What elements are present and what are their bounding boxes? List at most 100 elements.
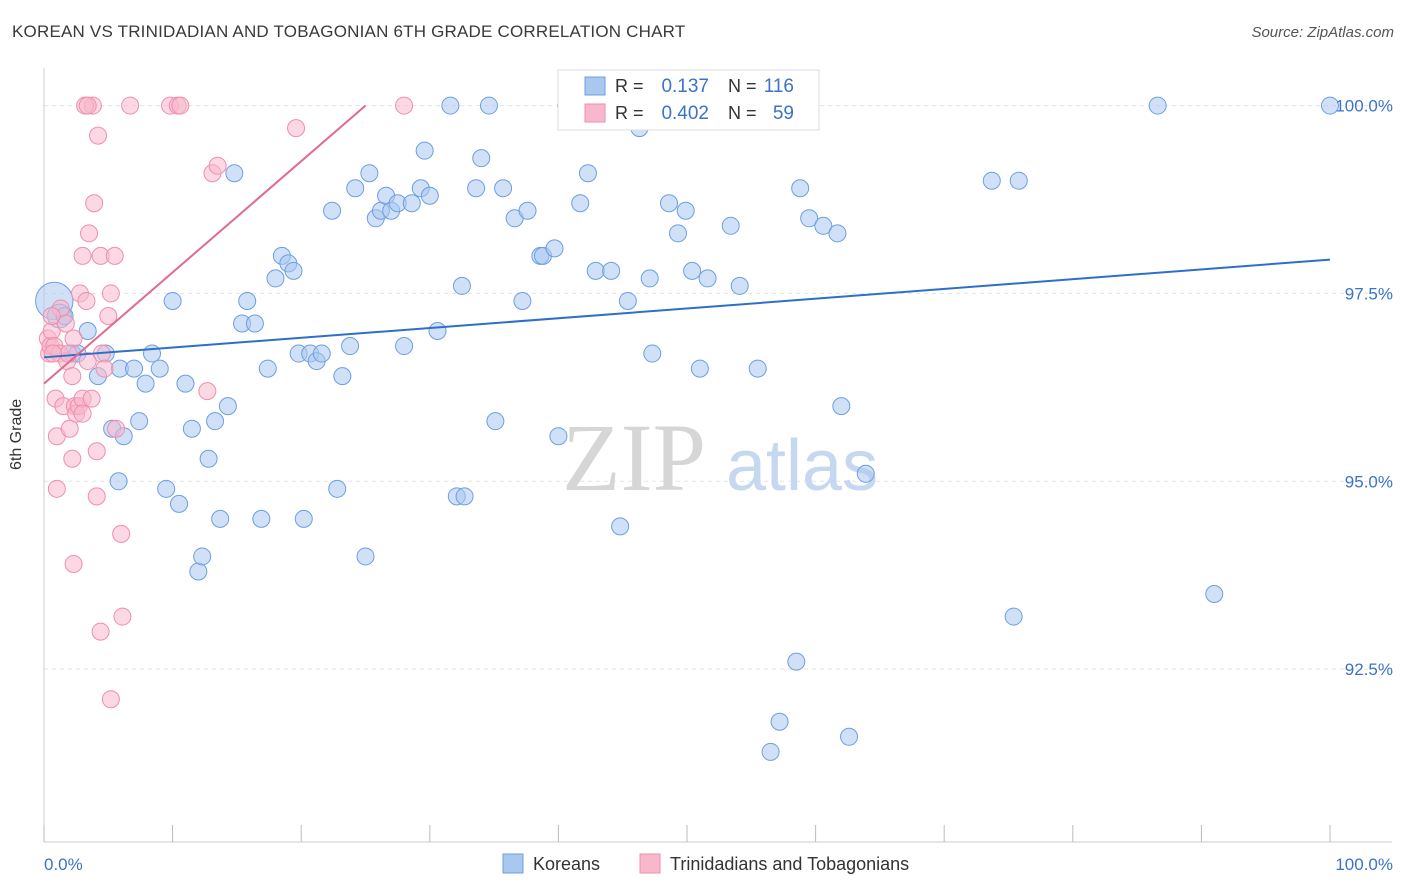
korean-point (611, 517, 630, 536)
korean-point (78, 322, 97, 341)
trend-lines (43, 104, 1331, 385)
korean-point (494, 179, 513, 198)
watermark: ZIP atlas (562, 404, 878, 511)
trinidadian-point (44, 344, 63, 363)
korean-point (193, 547, 212, 566)
korean-point (578, 164, 597, 183)
n-value: 59 (773, 103, 794, 124)
korean-point (266, 269, 285, 288)
trinidadian-point (64, 329, 83, 348)
korean-point (982, 171, 1001, 190)
trinidadian-point (107, 419, 126, 438)
korean-point (109, 472, 128, 491)
korean-point (360, 164, 379, 183)
trinidadian-point (91, 622, 110, 641)
trinidadian-point (77, 291, 96, 310)
trinidadian-point (121, 96, 140, 115)
legend-swatch-koreans (502, 853, 524, 874)
trinidadian-point (105, 246, 124, 265)
korean-point (284, 261, 303, 280)
trinidadian-point (99, 306, 118, 325)
korean-point (1148, 96, 1167, 115)
korean-point (721, 216, 740, 235)
r-label: R = (615, 103, 644, 123)
y-tick-label: 100.0% (1335, 97, 1393, 116)
source-credit: Source: ZipAtlas.com (1251, 24, 1394, 41)
trinidadian-trend-line (43, 104, 367, 385)
trinidadian-point (287, 119, 306, 138)
trinidadian-point (82, 389, 101, 408)
trinidadian-point (95, 359, 114, 378)
stats-legend: R = 0.137 N = 116 R = 0.402 N = 59 (557, 69, 820, 131)
korean-point (176, 374, 195, 393)
korean-point (206, 412, 225, 431)
korean-point (258, 359, 277, 378)
series-trinidadians (38, 96, 414, 709)
axes (43, 68, 1392, 843)
korean-point (828, 224, 847, 243)
korean-point (549, 427, 568, 446)
korean-point (676, 201, 695, 220)
y-tick-label: 97.5% (1345, 284, 1393, 303)
korean-point (513, 291, 532, 310)
trinidadian-point (47, 479, 66, 498)
korean-point (356, 547, 375, 566)
trinidadian-point (101, 690, 120, 709)
chart-title: KOREAN VS TRINIDADIAN AND TOBAGONIAN 6TH… (12, 22, 686, 41)
korean-point (761, 742, 780, 761)
korean-point (643, 344, 662, 363)
korean-point (545, 239, 564, 258)
korean-point (225, 164, 244, 183)
trinidadian-point (63, 367, 82, 386)
legend-swatch-trinidadians (639, 853, 661, 874)
trinidadian-point (112, 524, 131, 543)
trinidadian-point (80, 224, 99, 243)
korean-point (479, 96, 498, 115)
x-tick-label: 100.0% (1335, 855, 1393, 874)
trinidadian-point (64, 554, 83, 573)
trinidadian-point (78, 352, 97, 371)
korean-point (312, 344, 331, 363)
korean-point (455, 487, 474, 506)
trinidadian-point (63, 449, 82, 468)
korean-point (402, 194, 421, 213)
korean-point (1009, 171, 1028, 190)
korean-point (1004, 607, 1023, 626)
korean-point (130, 412, 149, 431)
korean-point (518, 201, 537, 220)
korean-point (690, 359, 709, 378)
korean-point (586, 261, 605, 280)
r-value: 0.137 (661, 76, 709, 97)
r-label: R = (615, 76, 644, 96)
korean-point (832, 397, 851, 416)
korean-point (189, 562, 208, 581)
korean-point (346, 179, 365, 198)
trinidadian-point (171, 96, 190, 115)
trinidadian-point (87, 442, 106, 461)
korean-point (428, 322, 447, 341)
n-label: N = (728, 103, 757, 123)
korean-point (252, 509, 271, 528)
korean-point (163, 291, 182, 310)
korean-point (770, 712, 789, 731)
korean-point (157, 479, 176, 498)
trinidadian-point (395, 96, 414, 115)
korean-trend-line (43, 258, 1331, 359)
trinidadian-point (208, 156, 227, 175)
korean-point (328, 479, 347, 498)
trinidadian-point (42, 306, 61, 325)
korean-point (333, 367, 352, 386)
trinidadian-point (198, 382, 217, 401)
watermark-zip: ZIP (562, 404, 706, 511)
legend-label-koreans: Koreans (533, 854, 600, 874)
korean-point (218, 397, 237, 416)
r-value: 0.402 (661, 103, 709, 124)
y-tick-label: 92.5% (1345, 660, 1393, 679)
korean-swatch (584, 76, 606, 96)
korean-point (341, 337, 360, 356)
korean-point (659, 194, 678, 213)
korean-point (602, 261, 621, 280)
bottom-legend: Koreans Trinidadians and Tobagonians (502, 853, 909, 874)
n-label: N = (728, 76, 757, 96)
watermark-atlas: atlas (726, 426, 878, 506)
